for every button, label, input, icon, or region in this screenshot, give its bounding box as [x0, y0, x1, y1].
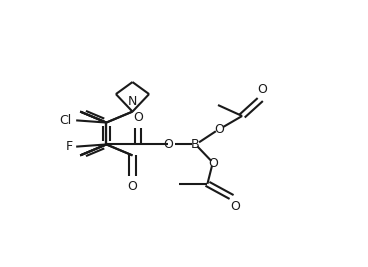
Text: O: O — [230, 201, 240, 213]
Text: O: O — [209, 156, 219, 170]
Text: O: O — [133, 111, 143, 124]
Text: Cl: Cl — [60, 114, 72, 127]
Text: B: B — [191, 138, 200, 151]
Text: F: F — [66, 140, 72, 153]
Text: O: O — [128, 180, 137, 193]
Text: N: N — [128, 95, 137, 108]
Text: O: O — [215, 123, 224, 136]
Text: O: O — [163, 138, 173, 151]
Text: O: O — [257, 83, 267, 96]
